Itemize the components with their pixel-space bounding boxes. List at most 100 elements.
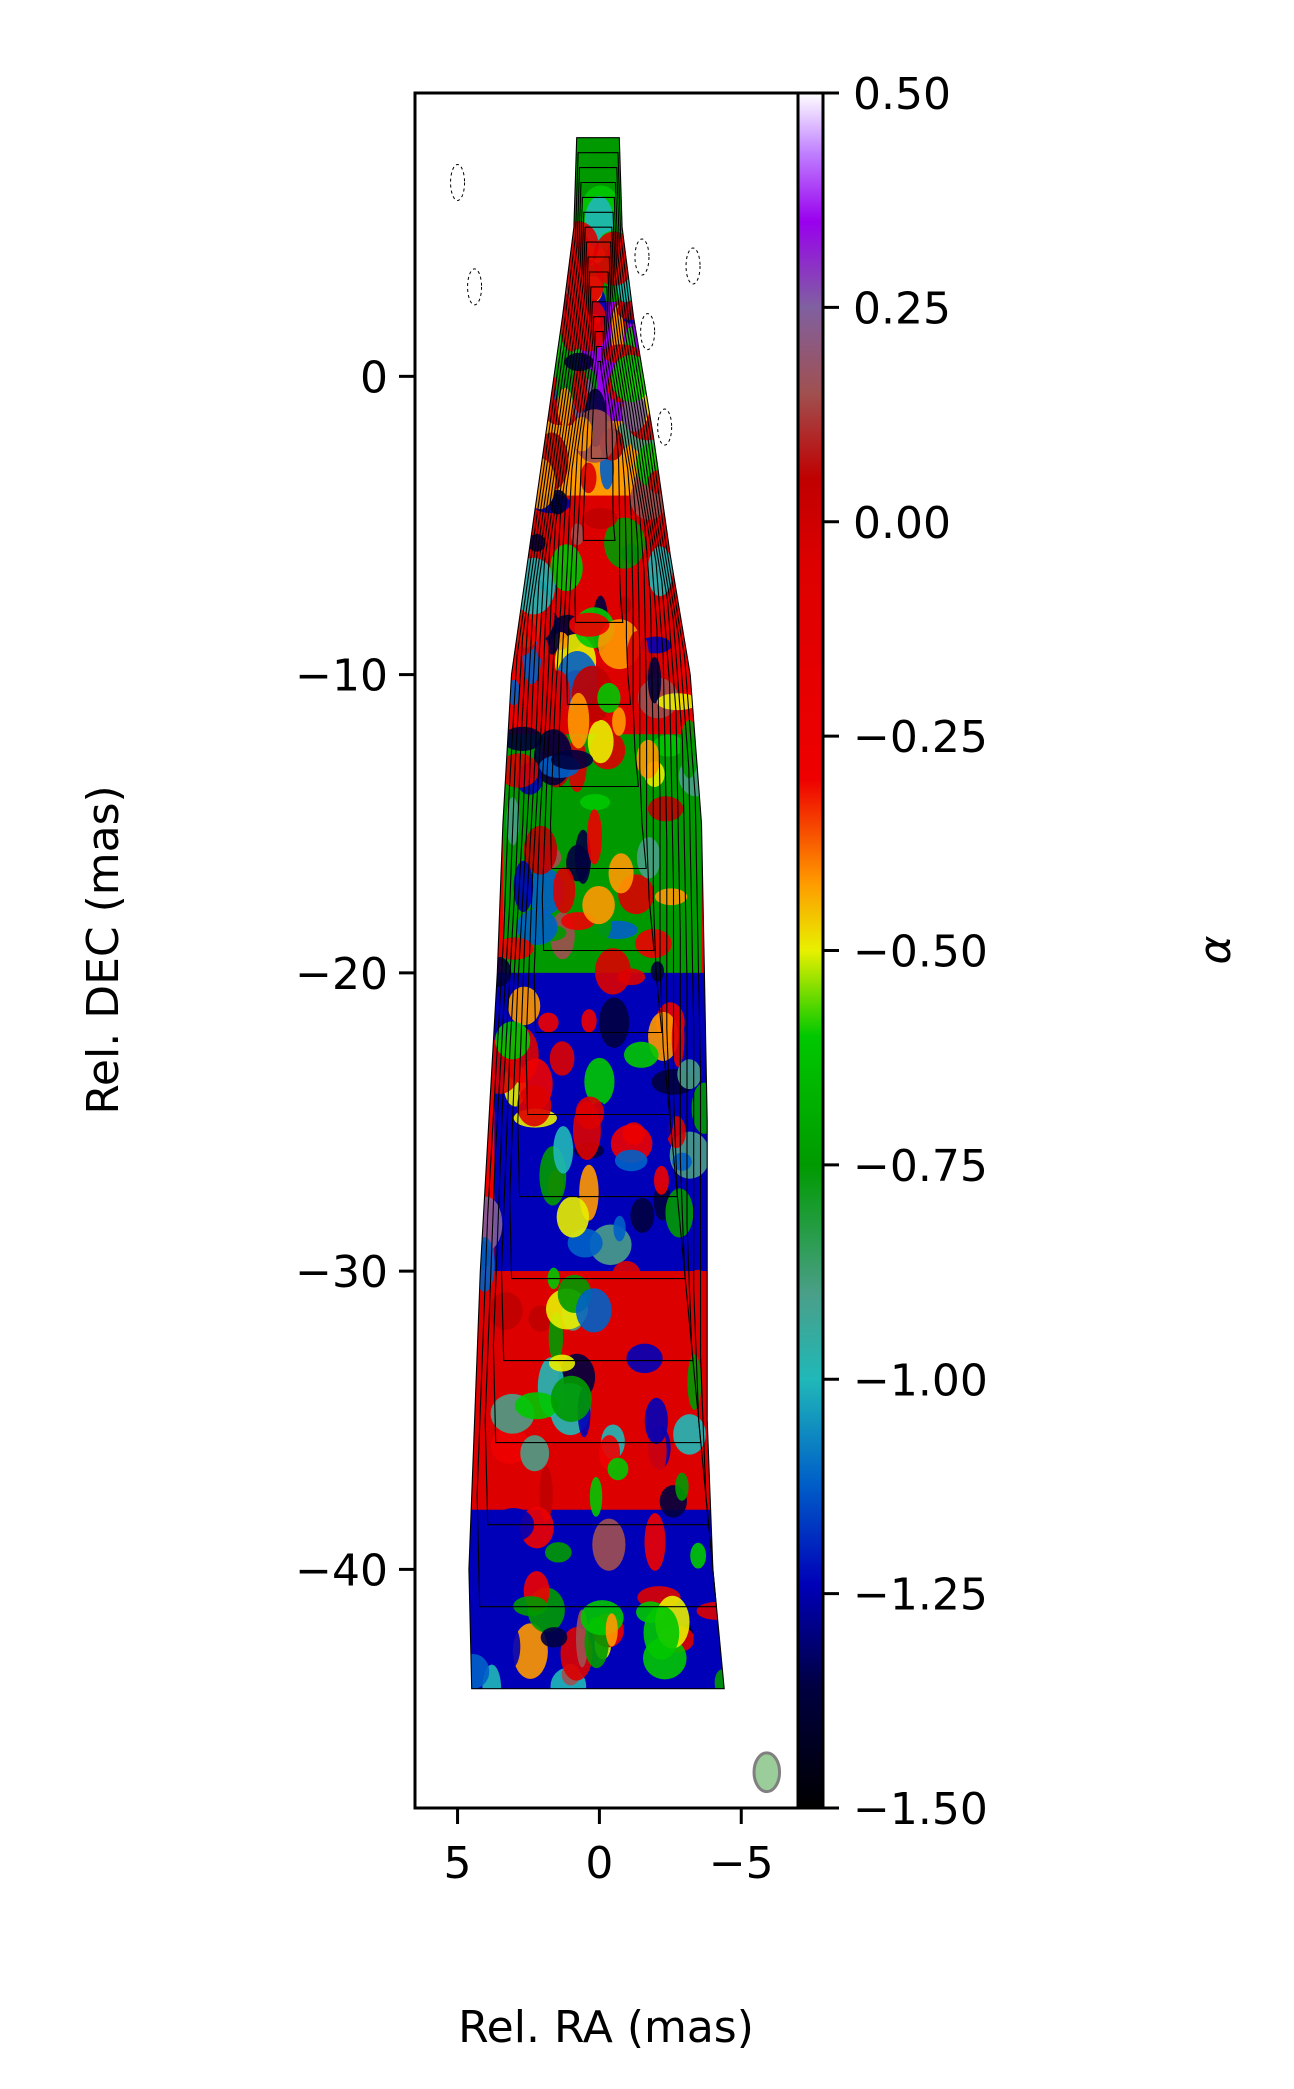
x-tick-label: 0 — [585, 1838, 613, 1889]
contour-line — [509, 211, 686, 1280]
alpha-blob — [553, 1126, 574, 1174]
contour-line — [590, 360, 608, 459]
colorbar-ticks: 0.50 0.25 0.00 −0.25 −0.50 −0.75 −1.00 −1.25 −1.… — [823, 69, 988, 1835]
alpha-blob — [580, 794, 611, 811]
alpha-blob — [671, 1010, 685, 1067]
alpha-blob — [617, 968, 646, 986]
alpha-blob — [517, 1084, 552, 1127]
alpha-blob — [594, 948, 631, 995]
alpha-blob — [581, 1009, 597, 1033]
alpha-blob — [567, 692, 590, 749]
colorbar-tick-label: −0.25 — [853, 712, 988, 763]
alpha-blob — [498, 753, 539, 788]
alpha-blob — [587, 809, 603, 865]
alpha-blob — [507, 986, 541, 1026]
negative-contour — [634, 238, 650, 276]
contour-line — [484, 167, 710, 1526]
alpha-blob — [468, 1653, 490, 1689]
alpha-blob — [574, 829, 592, 884]
alpha-blob — [582, 885, 615, 925]
alpha-blob — [643, 1605, 680, 1660]
alpha-blob — [592, 1518, 626, 1571]
alpha-blob — [520, 1435, 550, 1472]
alpha-blob — [536, 637, 549, 660]
y-tick-label: 0 — [360, 352, 388, 403]
alpha-blob — [545, 1542, 572, 1563]
alpha-blob — [613, 1215, 626, 1242]
alpha-blob — [690, 1542, 707, 1569]
alpha-blob — [552, 867, 576, 914]
contour-line — [492, 181, 702, 1444]
colorbar-label: α — [1190, 935, 1241, 964]
alpha-blob — [538, 1012, 559, 1033]
y-axis-ticks: 0 −10 −20 −30 −40 — [295, 352, 415, 1596]
alpha-blob — [580, 462, 597, 494]
alpha-blob — [608, 853, 634, 894]
alpha-blob — [512, 1623, 548, 1679]
alpha-blob — [647, 796, 684, 822]
alpha-blob — [607, 1457, 629, 1481]
alpha-blob — [551, 749, 594, 770]
alpha-blob — [583, 507, 618, 530]
alpha-blob — [495, 1021, 531, 1060]
alpha-blob — [523, 825, 558, 875]
negative-contour — [640, 313, 656, 351]
contour-line — [468, 137, 725, 1690]
beam-ellipse — [752, 1751, 782, 1794]
alpha-blob — [584, 1057, 615, 1106]
alpha-blob — [677, 1059, 702, 1090]
alpha-blob — [626, 630, 650, 685]
colorbar-tick-label: 0.50 — [853, 69, 951, 120]
alpha-blob — [679, 720, 699, 779]
alpha-blob — [626, 1343, 663, 1374]
alpha-blob — [614, 1149, 648, 1172]
colorbar-tick-label: −1.25 — [853, 1570, 988, 1621]
x-tick-label: −5 — [709, 1838, 774, 1889]
negative-contour — [657, 408, 673, 446]
contour-line — [517, 226, 679, 1198]
colorbar-tick-label: 0.25 — [853, 283, 951, 334]
alpha-blob — [572, 1100, 601, 1160]
contour-line — [541, 271, 655, 952]
alpha-blob — [490, 1427, 529, 1464]
contour-line — [558, 301, 640, 788]
alpha-blob — [540, 1627, 568, 1648]
alpha-blob — [653, 1165, 669, 1195]
colorbar-tick-label: −1.00 — [853, 1355, 988, 1406]
alpha-blob — [673, 1414, 706, 1455]
intensity-contours — [450, 137, 725, 1690]
negative-contour — [685, 247, 701, 285]
alpha-blob — [612, 1260, 641, 1289]
alpha-blob — [685, 1269, 711, 1303]
contour-line — [533, 256, 663, 1034]
alpha-blob — [500, 1623, 521, 1670]
alpha-blob — [636, 739, 660, 779]
alpha-blob — [513, 1596, 548, 1616]
contour-line — [566, 316, 632, 705]
x-axis-ticks: 5 0 −5 — [444, 1808, 774, 1889]
alpha-blob — [587, 719, 614, 764]
contour-line — [549, 286, 647, 870]
alpha-blob — [589, 1476, 603, 1517]
alpha-blob — [557, 387, 574, 426]
alpha-blob — [514, 1392, 559, 1420]
alpha-blob — [675, 1472, 689, 1501]
alpha-blob — [605, 1613, 618, 1647]
alpha-blob — [693, 1623, 707, 1666]
alpha-blob — [714, 1669, 725, 1689]
contour-line — [582, 345, 616, 541]
alpha-blob — [644, 1513, 666, 1571]
x-tick-label: 5 — [444, 1838, 472, 1889]
alpha-blob — [687, 1354, 702, 1410]
colorbar-tick-label: −1.50 — [853, 1784, 988, 1835]
negative-contour — [467, 268, 483, 306]
alpha-blob — [488, 1292, 523, 1330]
alpha-blob — [650, 961, 665, 982]
x-axis-label: Rel. RA (mas) — [458, 2002, 754, 2053]
contour-line — [500, 196, 694, 1362]
colorbar-tick-label: −0.75 — [853, 1141, 988, 1192]
y-tick-label: −20 — [295, 949, 388, 1000]
alpha-blob — [550, 1375, 592, 1422]
alpha-blob — [597, 682, 621, 713]
